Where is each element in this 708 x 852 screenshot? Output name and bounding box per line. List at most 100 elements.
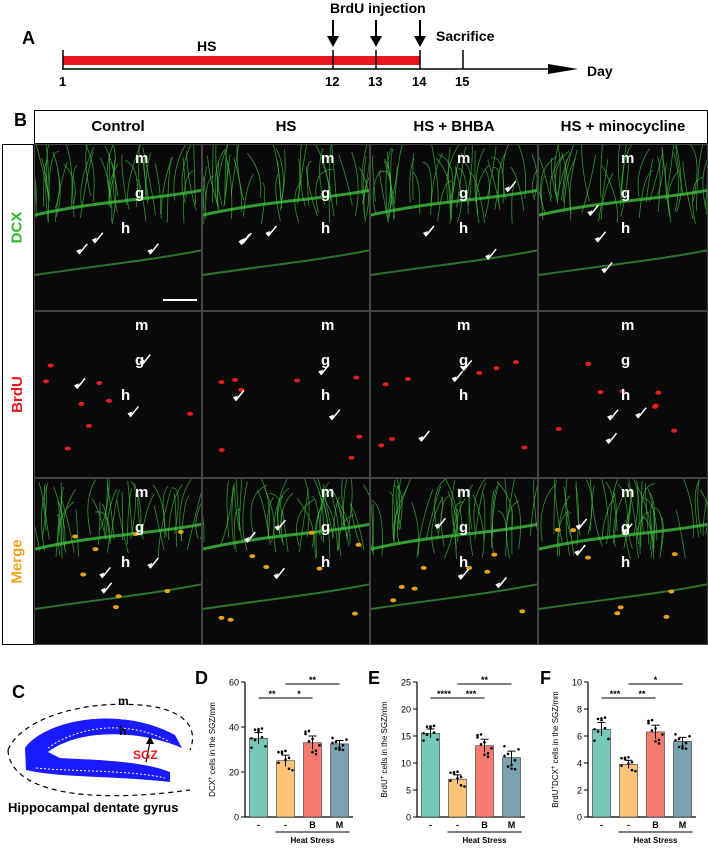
data-point (657, 742, 661, 745)
y-tick-label: 8 (577, 705, 582, 715)
data-point (463, 785, 466, 788)
data-point (647, 719, 650, 723)
data-point (593, 739, 596, 742)
data-point (334, 740, 338, 744)
data-point (436, 738, 439, 741)
layer-label-h: h (121, 554, 131, 571)
data-point (630, 768, 634, 772)
data-point (345, 738, 348, 741)
data-point (479, 742, 483, 746)
tick-label-15: 15 (455, 74, 470, 89)
column-header-hs-bhba: HS + BHBA (413, 118, 495, 135)
layer-label-g: g (135, 352, 145, 369)
bar (646, 731, 665, 818)
schematic-label-g: g (119, 706, 127, 720)
data-point (318, 744, 321, 747)
data-point (684, 747, 688, 750)
row-header-merge: Merge (8, 539, 26, 584)
data-point (459, 775, 463, 779)
y-tick-label: 0 (577, 813, 582, 823)
dentate-gyrus-schematic (7, 703, 194, 797)
data-point (603, 716, 607, 719)
micrograph-merge-3: m g h (370, 478, 538, 645)
data-point (506, 752, 510, 756)
significance-label: ** (481, 675, 489, 685)
data-point (307, 729, 311, 733)
data-point (422, 739, 425, 742)
category-label: M (336, 820, 344, 830)
data-point (280, 752, 284, 755)
data-point (307, 739, 311, 743)
layer-label-g: g (459, 185, 469, 202)
bar (502, 757, 521, 818)
data-point (661, 733, 664, 736)
sgz-dotted-line-lower (35, 767, 166, 779)
data-point (627, 762, 630, 765)
micrograph-brdu-1: m g h (34, 311, 202, 478)
data-point (425, 733, 429, 737)
row-header-brdu: BrdU (8, 376, 26, 413)
category-label: B (309, 820, 316, 830)
data-point (600, 717, 603, 720)
micrograph-merge-4: m g h (538, 478, 708, 645)
category-label: - (429, 820, 432, 830)
data-point (429, 726, 432, 729)
data-point (486, 755, 490, 759)
data-point (341, 748, 345, 752)
data-point (476, 733, 479, 737)
layer-label-m: m (321, 484, 335, 501)
y-axis-label: BrdU+ cells in the SGZ/mm (380, 701, 389, 797)
data-point (688, 734, 691, 738)
data-point (338, 748, 341, 751)
panel-label-f: F (540, 668, 551, 688)
group-label: Heat Stress (462, 836, 507, 845)
layer-label-m: m (321, 150, 335, 167)
y-tick-label: 0 (234, 813, 239, 823)
significance-label: *** (466, 689, 477, 699)
data-point (490, 746, 493, 750)
schematic-label-h: h (119, 724, 127, 738)
y-tick-label: 6 (577, 732, 582, 742)
chart-brdu-dcx-cells: 0 2 4 6 8 10 BrdU+DCX+ cells in the SGZ/mm - - B M… (551, 675, 696, 845)
timeline-arrowhead (548, 64, 578, 74)
data-point (264, 745, 267, 748)
sacrifice-label: Sacrifice (436, 28, 495, 44)
data-point (674, 739, 677, 742)
y-tick-label: 5 (406, 786, 411, 796)
category-label: B (481, 820, 488, 830)
data-point (314, 749, 318, 752)
layer-label-g: g (135, 185, 145, 202)
data-point (287, 767, 291, 771)
layer-label-m: m (621, 484, 635, 501)
day-label: Day (587, 63, 613, 79)
y-axis-label: BrdU+DCX+ cells in the SGZ/mm (551, 691, 560, 808)
significance-label: * (297, 689, 301, 699)
data-point (517, 748, 520, 751)
bar (448, 778, 467, 818)
hs-bar (63, 56, 420, 65)
data-point (603, 726, 607, 730)
outer-dashed-outline-lower (7, 749, 191, 797)
schematic-label-sgz: SGZ (133, 748, 158, 762)
granule-layer-shape (25, 718, 182, 782)
chart-brdu-cells: 0 5 10 15 20 25 BrdU+ cells in the SGZ/mm - - B MH… (380, 675, 525, 845)
bar (673, 741, 692, 818)
row-header-dcx: DCX (8, 211, 26, 244)
data-point (483, 753, 486, 757)
data-point (513, 758, 517, 762)
layer-label-h: h (621, 387, 631, 404)
significance-label: *** (610, 689, 621, 699)
micrograph-brdu-2: m g h (202, 311, 370, 478)
data-point (483, 740, 486, 744)
column-header-hs: HS (275, 118, 297, 135)
data-point (331, 736, 334, 740)
y-tick-label: 10 (572, 678, 582, 688)
data-point (486, 752, 490, 755)
tick-label-1: 1 (59, 74, 67, 89)
category-label: - (284, 820, 287, 830)
data-point (510, 767, 513, 770)
bar (249, 737, 268, 818)
data-point (620, 756, 623, 760)
y-tick-label: 40 (229, 723, 239, 733)
data-point (331, 741, 334, 745)
